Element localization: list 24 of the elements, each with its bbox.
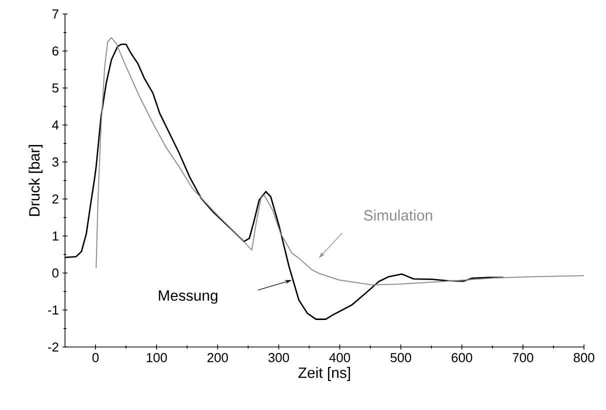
y-tick-label: 1 xyxy=(52,232,58,240)
x-tick-label: 600 xyxy=(452,353,472,362)
y-tick-label: -1 xyxy=(48,306,58,314)
y-tick-label: 3 xyxy=(52,157,58,167)
x-tick-label: 700 xyxy=(512,353,534,362)
line-series xyxy=(96,37,584,286)
x-tick-label: 500 xyxy=(390,353,412,362)
y-tick-label: 4 xyxy=(52,120,59,130)
annotation: Simulation xyxy=(364,210,432,221)
x-tick-label: 400 xyxy=(329,353,350,362)
y-tick-label: 0 xyxy=(52,268,58,278)
x-tick-label: 0 xyxy=(92,353,99,362)
y-tick-label: -2 xyxy=(48,342,58,352)
y-axis-title: Druck [bar] xyxy=(28,145,43,216)
y-tick-label: 7 xyxy=(52,10,58,18)
y-tick-label: 5 xyxy=(52,83,58,93)
x-axis-title: Zeit [ns] xyxy=(298,367,350,381)
x-tick-label: 800 xyxy=(574,353,594,362)
x-tick-label: 300 xyxy=(268,353,290,362)
y-tick-label: 2 xyxy=(52,194,58,204)
y-tick-label: 6 xyxy=(52,46,58,56)
annotation: Messung xyxy=(158,290,218,304)
x-tick-label: 200 xyxy=(208,353,228,362)
x-tick-label: 100 xyxy=(146,353,167,362)
